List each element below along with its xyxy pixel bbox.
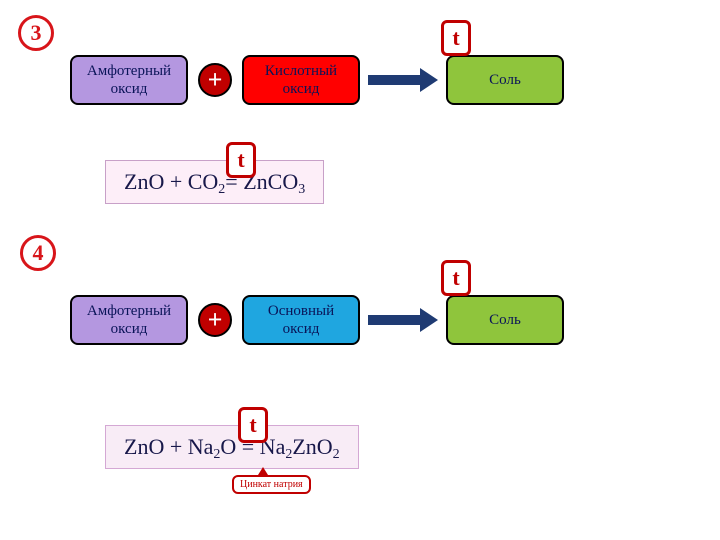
plus-icon-3: + <box>198 63 232 97</box>
box-salt-3: Соль <box>446 55 564 105</box>
t-badge-eq-4: t <box>238 407 268 443</box>
box-acidic-oxide: Кислотный оксид <box>242 55 360 105</box>
arrow-3 <box>368 60 438 100</box>
box-amphoteric-oxide-4: Амфотерный оксид <box>70 295 188 345</box>
t-badge-scheme-3: t <box>441 20 471 56</box>
scheme-4: Амфотерный оксид + Основный оксид Соль <box>70 295 564 345</box>
equation-3: ZnO + CO2 = ZnCO3 <box>105 160 324 204</box>
scheme-3: Амфотерный оксид + Кислотный оксид Соль <box>70 55 564 105</box>
box-amphoteric-oxide-3: Амфотерный оксид <box>70 55 188 105</box>
equation-4: ZnO + Na2O = Na2ZnO2 <box>105 425 359 469</box>
box-basic-oxide: Основный оксид <box>242 295 360 345</box>
annotation-label: Цинкат натрия <box>232 475 311 494</box>
t-badge-eq-3: t <box>226 142 256 178</box>
step-number-3: 3 <box>18 15 54 51</box>
step-number-4: 4 <box>20 235 56 271</box>
box-salt-4: Соль <box>446 295 564 345</box>
plus-icon-4: + <box>198 303 232 337</box>
arrow-4 <box>368 300 438 340</box>
annotation-pointer-icon <box>258 467 268 475</box>
t-badge-scheme-4: t <box>441 260 471 296</box>
